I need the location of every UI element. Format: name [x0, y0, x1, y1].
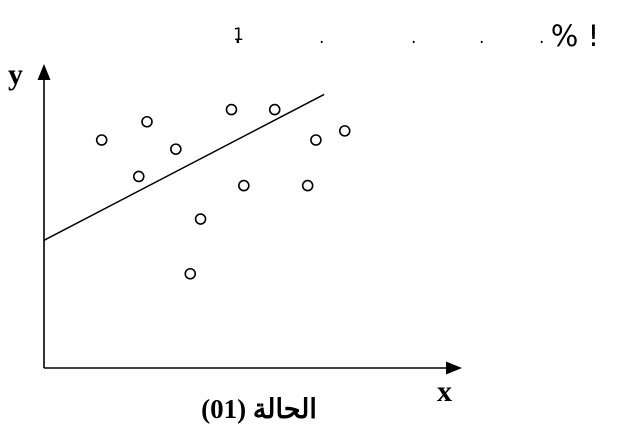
data-point-7 [225, 103, 238, 116]
data-point-10 [301, 179, 314, 192]
dot-5: . [539, 28, 544, 48]
y-axis-label: y [8, 58, 23, 91]
data-point-3 [141, 115, 153, 128]
data-point-2 [132, 170, 145, 183]
regression-line [43, 93, 325, 241]
data-point-1 [95, 134, 108, 146]
data-point-8 [238, 179, 250, 192]
data-point-11 [310, 134, 322, 146]
x-axis-label: x [437, 375, 452, 408]
percent-exclamation-symbol: % ! [551, 19, 599, 53]
data-point-5 [184, 267, 197, 280]
superscript-number: 1 [233, 25, 244, 45]
dot-2: . [319, 28, 324, 48]
dot-4: . [479, 28, 484, 48]
y-axis-arrow [37, 64, 51, 80]
data-point-9 [268, 103, 281, 116]
data-point-4 [170, 143, 182, 155]
x-axis-arrow [446, 361, 462, 375]
data-point-12 [338, 125, 351, 137]
chart-caption: الحالة (01) [201, 394, 317, 424]
dot-1: . [234, 21, 242, 49]
data-point-6 [194, 213, 207, 225]
dot-3: . [411, 28, 416, 48]
